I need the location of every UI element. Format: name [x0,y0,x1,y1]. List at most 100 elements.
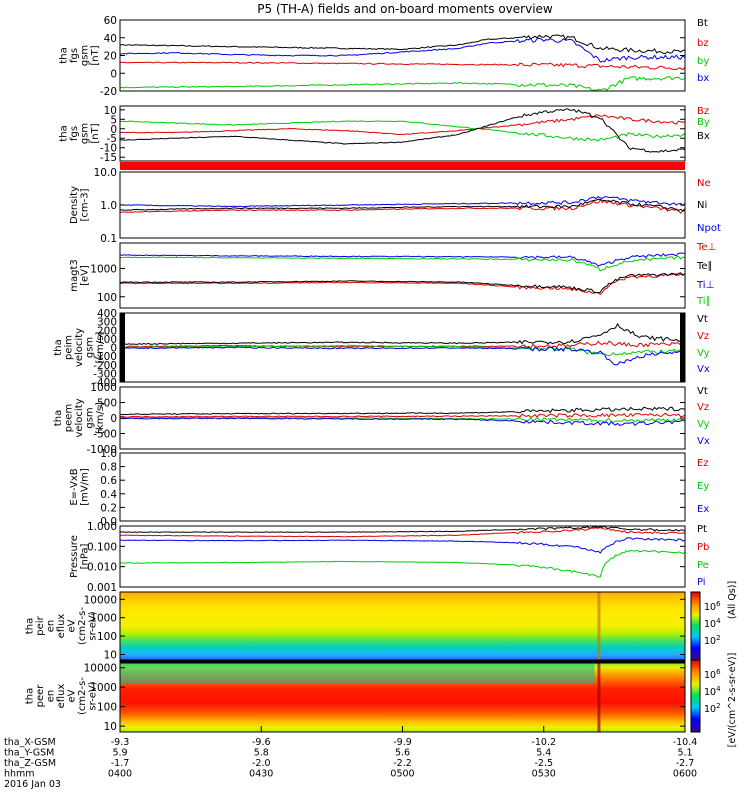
legend-label: Bt [697,18,708,29]
colorbar-tick: 102 [704,634,721,647]
series-line-Ti∥ [119,255,686,272]
y-tick-label: 0.010 [87,562,117,574]
panel-frame [119,105,686,162]
y-tick-label: -400 [93,377,117,389]
panel-6: -1000 -500 0 500 1000 tha peem velocity gsm [km/s… [53,382,710,456]
x-tick-label: -9.3 [111,737,130,748]
x-tick-label: -1.7 [111,758,130,769]
y-tick-label: 1.0 [100,200,117,212]
legend-label: Vy [697,419,710,430]
series-line-Pi [120,537,686,554]
x-tick-label: -9.9 [393,737,412,748]
x-row-label: tha_X-GSM [4,737,56,748]
y-tick-label: 100 [97,334,117,346]
legend-label: Vt [697,386,708,397]
y-axis-label-line: [km/s] [95,402,106,434]
colorbar-label: [eV/(cm^2-s-sr-eV)] (All Qs)] [727,581,738,748]
y-axis-label-line: Density [69,186,80,224]
y-tick-label: -100 [93,351,117,363]
y-axis-label-line: eflux [56,684,67,709]
series-line-Ti⊥ [119,252,686,267]
y-axis-label-line: gsm [85,337,96,358]
y-axis-label-line: magt3 [69,259,80,292]
y-axis-label-line: [nT] [90,45,101,65]
y-tick-label: 1000 [90,613,117,625]
y-axis-label-line: (cm2-s- [77,677,88,715]
y-tick-label: 0 [110,413,117,425]
legend-label: Te⊥ [696,242,716,253]
legend-label: bz [697,38,709,49]
legend-label: Ex [697,504,709,515]
y-axis-label: E=-VxB [mV/m] [69,468,91,506]
y-tick-label: -200 [93,360,117,372]
y-tick-label: 1000 [90,682,117,694]
y-axis-label-line: [km/s] [95,331,106,363]
legend-label: Npot [697,223,721,234]
y-axis-label-line: en [46,620,57,633]
series-line-Te⊥ [120,273,686,296]
y-axis-label-line: [nPa] [79,543,90,569]
y-axis-label-line: gsm [79,45,90,66]
legend-label: by [697,56,709,67]
y-axis-label-line: sr-eV) [88,611,99,640]
legend-label: Ez [697,458,709,469]
y-axis-label-line: eflux [56,614,67,639]
y-axis-label-line: peir [35,615,46,635]
series-line-By [119,120,686,142]
y-tick-label: 0.8 [100,462,117,474]
y-tick-label: 0.100 [87,541,117,553]
y-axis-label-line: tha [58,125,69,141]
colorbar-1 [690,591,701,661]
series-line-Vx [120,345,686,366]
x-row-label: hhmm [4,769,35,780]
x-tick-label: 0600 [673,769,697,780]
legend-label: Te∥ [696,261,713,272]
y-tick-label: 100 [97,292,117,304]
legend-label: Vz [697,331,709,342]
legend-label: Ni [697,200,707,211]
y-tick-label: 0 [110,68,117,80]
series-line-Vt [119,322,686,346]
y-tick-label: -300 [93,368,117,380]
x-tick-label: 5.9 [112,748,127,759]
y-tick-label: -500 [93,429,117,441]
legend-label: Ne [697,178,711,189]
series-line-Vx [119,417,686,426]
y-axis-label-line: gsm [85,407,96,428]
panel-frame [119,525,686,588]
y-tick-label: 1.000 [87,521,117,533]
y-axis-label-line: fgs [69,48,80,63]
series-line-Ne [119,199,685,215]
x-row-label: tha_Y-GSM [4,748,54,759]
panel-frame [119,171,686,239]
y-axis-label-line: fgs [69,126,80,141]
y-tick-label: 300 [97,317,117,329]
series-line-bx [119,37,686,63]
y-axis-label: tha fgs gsm [nT] [58,123,101,144]
colorbar-tick: 104 [704,617,721,630]
y-tick-label: -20 [100,86,117,98]
y-tick-label: -5 [107,133,117,145]
x-tick-label: 5.8 [254,748,269,759]
x-tick-label: -10.4 [673,737,698,748]
x-row-label: tha_Z-GSM [4,758,56,769]
legend-label: Pt [697,524,707,535]
y-tick-label: 100 [97,631,117,643]
legend-label: Ti⊥ [696,280,714,291]
y-axis-label: magt3 [eV] [69,259,91,292]
y-axis-label-line: Pressure [69,535,80,578]
x-tick-label: -2.2 [393,758,412,769]
y-axis-label-line: [nT] [90,123,101,143]
y-tick-label: 5 [110,114,117,126]
legend-label: Bz [697,106,709,117]
y-tick-label: 0.4 [100,489,117,501]
y-axis-label-line: gsm [79,123,90,144]
y-tick-label: 0.6 [100,475,117,487]
legend-label: Pe [697,560,709,571]
y-tick-label: 1000 [90,382,117,394]
legend-label: Pb [697,542,709,553]
series-line-Pe [120,549,686,578]
